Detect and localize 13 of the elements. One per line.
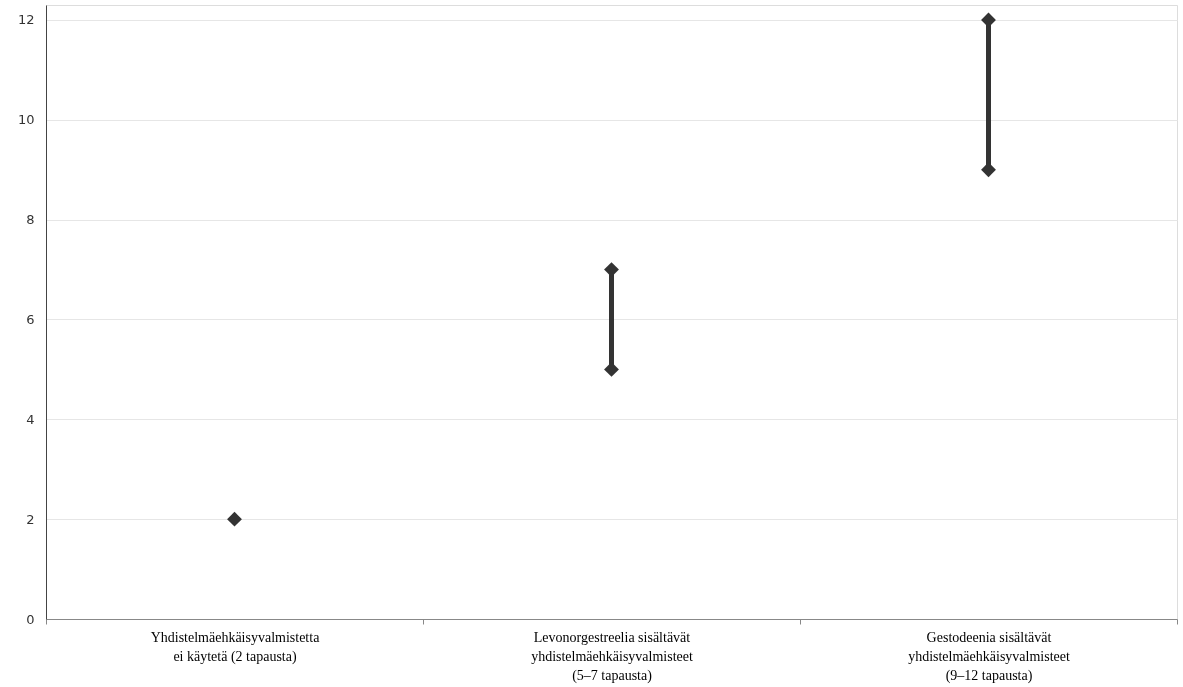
- y-tick-label: 10: [17, 112, 35, 128]
- point: [981, 162, 996, 178]
- point: [227, 511, 242, 527]
- y-tick-label: 0: [26, 611, 35, 627]
- x-tick-label: Yhdistelmäehkäisyvalmistetta ei käytetä (2 tapausta): [150, 629, 321, 665]
- y-tick-label: 12: [17, 12, 35, 28]
- y-tick-label: 4: [26, 411, 35, 427]
- y-tick-label: 6: [26, 311, 35, 327]
- x-tick-label: Gestodeenia sisältävät yhdistelmäehkäisyvalmisteet (9–12 tapausta): [908, 629, 1070, 684]
- y-tick-label: 8: [26, 212, 35, 228]
- x-tick-label: Levonorgestreelia sisältävät yhdistelmäehkäisyvalmisteet (5–7 tapausta): [531, 629, 693, 684]
- y-tick-label: 2: [26, 511, 35, 527]
- point: [604, 262, 619, 277]
